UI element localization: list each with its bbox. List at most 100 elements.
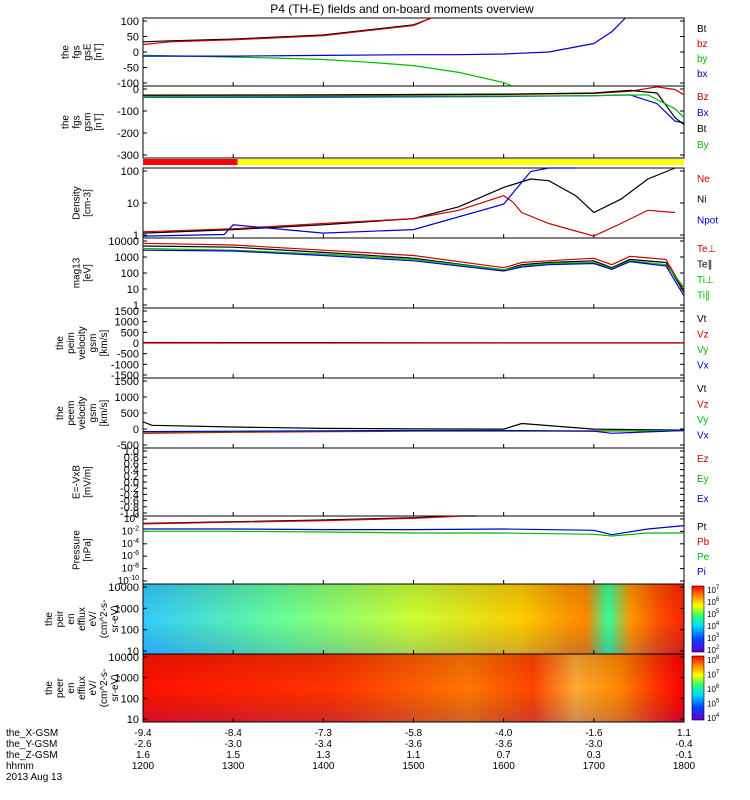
legend-Pb: Pb [697,537,710,548]
x-row-value: -8.4 [225,728,243,739]
x-row-label: the_Z-GSM [6,750,58,761]
date-label: 2013 Aug 13 [6,772,63,783]
y-axis-label: the [61,115,72,129]
y-tick-label: 1000 [115,603,139,615]
series-line-Npot [142,167,576,237]
x-row-value: -0.1 [675,750,693,761]
colorbar-tick: 106 [707,597,720,607]
x-row-label: the_Y-GSM [6,739,57,750]
colorbar-tick: 103 [707,633,720,643]
y-axis-label: [eV] [83,264,94,282]
y-tick-label: 0.2 [124,471,139,483]
y-axis-label: [km/s] [99,399,110,426]
x-row-value: -3.6 [495,739,513,750]
x-row-value: 1800 [673,761,696,772]
series-line-Pi [143,525,685,536]
colorbar-tick: 107 [707,670,720,680]
legend-By: By [697,140,709,151]
legend-Ey: Ey [697,474,709,485]
x-row-label: the_X-GSM [6,728,58,739]
y-tick-label: 50 [127,32,139,44]
x-row-value: -7.3 [315,728,333,739]
legend-Npot: Npot [697,215,718,226]
y-tick-label: 1 [133,300,139,312]
legend-Pt: Pt [697,522,707,533]
y-tick-label: -0.6 [120,496,139,508]
x-row-value: 1600 [493,761,516,772]
y-axis-label: [nPa] [83,538,94,562]
series-line-By [142,94,685,119]
y-tick-label: 10 [127,646,139,658]
legend-Bx: Bx [697,108,709,119]
legend-bz: bz [697,39,708,50]
y-tick-label: -500 [117,440,139,452]
x-row-value: 1700 [583,761,606,772]
colorbar-tick: 107 [707,585,720,595]
panel-frame-pressure [142,515,685,585]
legend-Te∥: Te∥ [697,260,713,271]
y-tick-label: 0 [133,47,139,59]
y-tick-label: 100 [124,513,139,525]
y-tick-label: 1500 [115,306,139,318]
y-tick-label: 10 [127,284,139,296]
x-row-value: 1300 [222,761,245,772]
legend-Bt: Bt [697,124,707,135]
y-axis-label: Density [72,186,83,219]
y-tick-label: 10000 [108,582,139,594]
panel-frame-fgs-gse [142,17,685,87]
x-row-value: 1.3 [316,750,330,761]
panel-frame-peem-velocity [142,377,685,449]
y-axis-label: the [61,45,72,59]
y-tick-label: 10-8 [122,563,139,575]
legend-Pe: Pe [697,552,710,563]
y-tick-label: 100 [121,16,139,28]
series-line-bz [142,17,432,46]
x-row-value: -3.6 [405,739,423,750]
panel-frame-density [142,167,685,239]
y-tick-label: 100 [121,693,139,705]
x-row-value: 1.1 [407,750,421,761]
x-row-value: 1200 [132,761,155,772]
x-row-value: -9.4 [134,728,152,739]
y-tick-label: 1.0 [124,446,139,458]
legend-Vx: Vx [697,361,709,372]
legend-Ex: Ex [697,494,709,505]
x-row-value: -3.0 [225,739,243,750]
y-tick-label: 1 [133,230,139,242]
x-row-value: 1.5 [226,750,240,761]
legend-Vz: Vz [697,400,709,411]
y-axis-label: [mV/m] [83,466,94,498]
y-tick-label: 0.8 [124,452,139,464]
legend-Vt: Vt [697,384,707,395]
y-tick-label: -100 [117,78,139,90]
legend-Ez: Ez [697,454,709,465]
spectrogram-shade-9 [143,654,684,722]
legend-by: by [697,54,708,65]
y-tick-label: -50 [123,63,139,75]
series-line-Pb [142,515,459,525]
y-axis-label: gsE [83,43,94,61]
y-tick-label: 10-6 [122,550,139,562]
legend-Vy: Vy [697,345,708,356]
y-axis-label: peem [66,400,77,425]
legend-Vz: Vz [697,330,709,341]
y-axis-label: en [66,613,77,624]
series-line-Te⊥ [142,242,685,291]
y-axis-label: the [55,336,66,350]
series-line-Bx [143,94,685,124]
mode-bar-red [143,159,238,165]
y-tick-label: 1000 [115,673,139,685]
y-axis-label: the [44,681,55,695]
y-tick-label: 100 [121,625,139,637]
series-line-Ne [142,195,676,237]
y-axis-label: (cm^2-s- [99,669,110,708]
y-tick-label: 10 [127,198,139,210]
x-row-value: -4.0 [495,728,513,739]
y-tick-label: 1000 [115,392,139,404]
y-tick-label: -500 [117,349,139,361]
y-axis-label: mag13 [72,257,83,288]
y-axis-label: velocity [77,396,88,429]
series-line-Ti∥ [142,249,685,297]
y-tick-label: -0.2 [120,483,139,495]
colorbar-8 [691,585,705,653]
